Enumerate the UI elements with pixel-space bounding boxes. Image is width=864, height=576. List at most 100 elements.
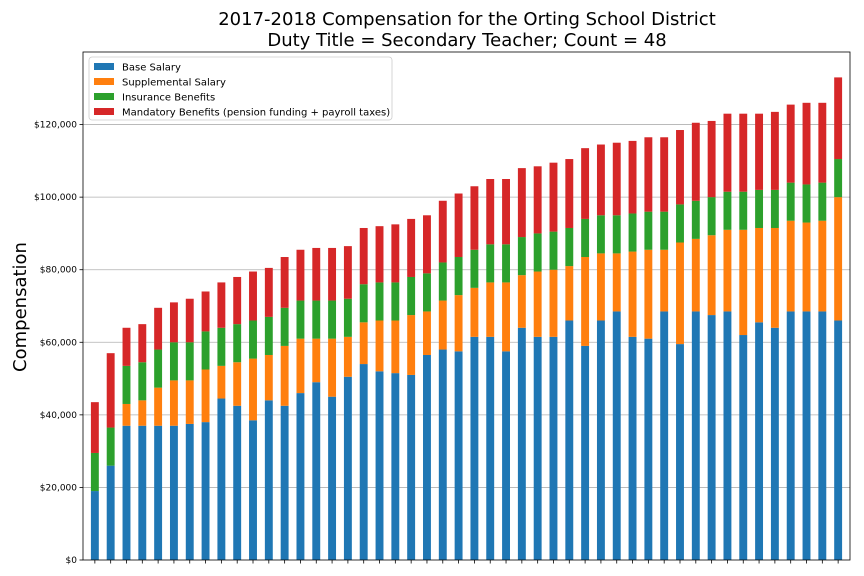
bar-segment: [691, 122, 700, 201]
bar-segment: [533, 336, 542, 560]
bar-segment: [565, 266, 574, 321]
bar-stack: [786, 104, 795, 560]
bar-segment: [660, 249, 669, 312]
bar-segment: [106, 465, 115, 560]
bar-segment: [596, 320, 605, 560]
bar-segment: [217, 327, 226, 366]
bar-segment: [217, 365, 226, 399]
bar-stacks: [90, 77, 843, 560]
legend-swatch: [94, 63, 114, 70]
bar-segment: [169, 302, 178, 343]
bar-segment: [264, 354, 273, 401]
bar-segment: [581, 345, 590, 560]
bar-segment: [233, 362, 242, 406]
x-ticks: [94, 560, 839, 564]
bar-segment: [486, 244, 495, 283]
bar-stack: [834, 77, 843, 560]
bar-segment: [755, 113, 764, 190]
bar-stack: [596, 144, 605, 560]
bar-segment: [375, 226, 384, 283]
bar-segment: [676, 204, 684, 243]
legend-frame: [88, 56, 393, 121]
bar-stack: [770, 111, 779, 560]
bar-segment: [502, 244, 510, 283]
bar-segment: [723, 311, 732, 560]
y-tick-label: $120,000: [34, 121, 77, 131]
bar-segment: [296, 393, 305, 560]
bar-stack: [676, 130, 684, 560]
bar-segment: [423, 273, 431, 312]
bar-segment: [470, 336, 479, 560]
bar-segment: [707, 120, 716, 198]
bar-stack: [90, 402, 99, 560]
bar-segment: [770, 227, 779, 328]
bar-stack: [296, 249, 305, 560]
bar-segment: [644, 338, 653, 560]
bar-stack: [138, 324, 147, 560]
bar-segment: [770, 327, 779, 560]
bar-segment: [343, 336, 352, 377]
bar-segment: [454, 351, 463, 560]
bar-segment: [407, 218, 416, 277]
bar-segment: [328, 247, 337, 301]
bar-segment: [296, 338, 305, 394]
bar-stack: [217, 282, 226, 560]
legend-label: Supplemental Salary: [122, 78, 226, 89]
bar-segment: [201, 369, 210, 423]
bar-segment: [612, 253, 621, 312]
bar-stack: [249, 271, 257, 560]
bar-stack: [154, 307, 163, 560]
bar-segment: [755, 227, 764, 323]
bar-segment: [739, 335, 748, 560]
bar-segment: [217, 398, 226, 560]
bar-stack: [106, 353, 115, 560]
bar-segment: [739, 191, 748, 230]
bar-segment: [359, 227, 368, 285]
bar-segment: [786, 182, 795, 221]
legend-swatch: [94, 108, 114, 115]
bar-segment: [628, 336, 637, 560]
bar-segment: [438, 349, 447, 560]
bar-segment: [818, 220, 827, 312]
bar-stack: [122, 327, 131, 560]
bar-segment: [565, 320, 574, 560]
y-tick-label: $100,000: [34, 193, 77, 203]
bar-segment: [834, 77, 843, 160]
bar-segment: [676, 242, 684, 345]
bar-stack: [581, 148, 590, 560]
bar-segment: [359, 364, 368, 560]
bar-segment: [391, 373, 400, 560]
bar-segment: [328, 300, 337, 339]
bar-segment: [691, 238, 700, 312]
bar-segment: [438, 300, 447, 350]
bar-segment: [581, 218, 590, 258]
bar-stack: [660, 137, 669, 560]
bar-segment: [185, 423, 194, 560]
bar-segment: [233, 324, 242, 363]
bar-segment: [169, 425, 178, 560]
bar-segment: [407, 315, 416, 375]
bar-stack: [486, 179, 495, 560]
bar-segment: [169, 380, 178, 426]
gridlines: [83, 124, 850, 488]
bar-segment: [438, 200, 447, 263]
bar-segment: [138, 362, 147, 401]
bar-segment: [375, 371, 384, 560]
bar-segment: [249, 420, 257, 560]
bar-segment: [612, 142, 621, 216]
bar-stack: [549, 162, 558, 560]
bar-segment: [280, 307, 289, 346]
bar-segment: [343, 298, 352, 337]
bar-stack: [312, 247, 321, 560]
bar-segment: [502, 282, 510, 352]
bar-segment: [375, 320, 384, 372]
bar-segment: [391, 282, 400, 321]
bar-stack: [755, 113, 764, 560]
bar-stack: [233, 276, 242, 560]
y-tick-label: $80,000: [40, 266, 77, 276]
bar-segment: [517, 237, 526, 276]
bar-stack: [517, 168, 526, 560]
chart-title: 2017-2018 Compensation for the Orting Sc…: [218, 9, 716, 30]
bar-segment: [280, 345, 289, 406]
bar-segment: [660, 311, 669, 560]
